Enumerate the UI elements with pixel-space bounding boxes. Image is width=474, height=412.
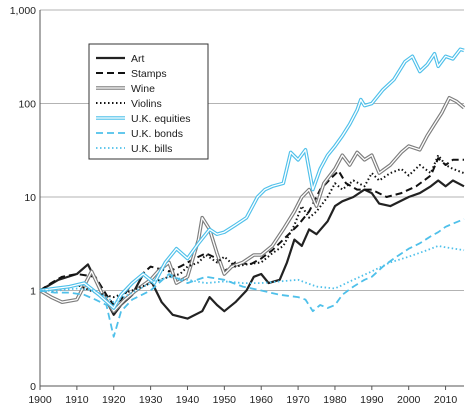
series-line-wine-core xyxy=(39,97,465,312)
x-tick-label: 1910 xyxy=(65,394,89,406)
legend-label-art: Art xyxy=(131,53,145,65)
legend-label-stamps: Stamps xyxy=(131,68,167,80)
x-tick-label: 1940 xyxy=(176,394,200,406)
x-tick-label: 1990 xyxy=(360,394,384,406)
legend-label-violins: Violins xyxy=(131,98,162,110)
y-tick-label: 100 xyxy=(18,99,36,111)
x-tick-label: 1970 xyxy=(286,394,310,406)
series-line-stamps xyxy=(39,157,464,306)
x-tick-label: 2010 xyxy=(434,394,458,406)
x-tick-label: 1960 xyxy=(250,394,274,406)
y-tick-label: 1,000 xyxy=(10,5,36,17)
legend-label-u-k-equities: U.K. equities xyxy=(131,113,191,125)
x-tick-label: 1920 xyxy=(102,394,126,406)
series-lines xyxy=(39,47,466,338)
series-line-u-k-equities-core xyxy=(39,48,465,309)
x-tick-label: 1980 xyxy=(323,394,347,406)
legend: Art Stamps Wine Violins U.K. equities U.K. bo… xyxy=(88,43,209,160)
legend-box xyxy=(88,43,209,160)
legend-label-u-k-bills: U.K. bills xyxy=(131,143,172,155)
legend-label-u-k-bonds: U.K. bonds xyxy=(131,128,183,140)
x-tick-label: 1930 xyxy=(139,394,163,406)
y-tick-label: 10 xyxy=(24,192,36,204)
legend-label-wine: Wine xyxy=(131,83,155,95)
y-tick-label: 1 xyxy=(30,286,36,298)
x-tick-label: 1950 xyxy=(213,394,237,406)
x-tick-label: 2000 xyxy=(397,394,421,406)
series-line-violins xyxy=(40,154,465,299)
y-tick-label: 0 xyxy=(30,381,36,393)
series-line-u-k-bonds xyxy=(39,218,465,338)
x-tick-label: 1900 xyxy=(28,394,52,406)
